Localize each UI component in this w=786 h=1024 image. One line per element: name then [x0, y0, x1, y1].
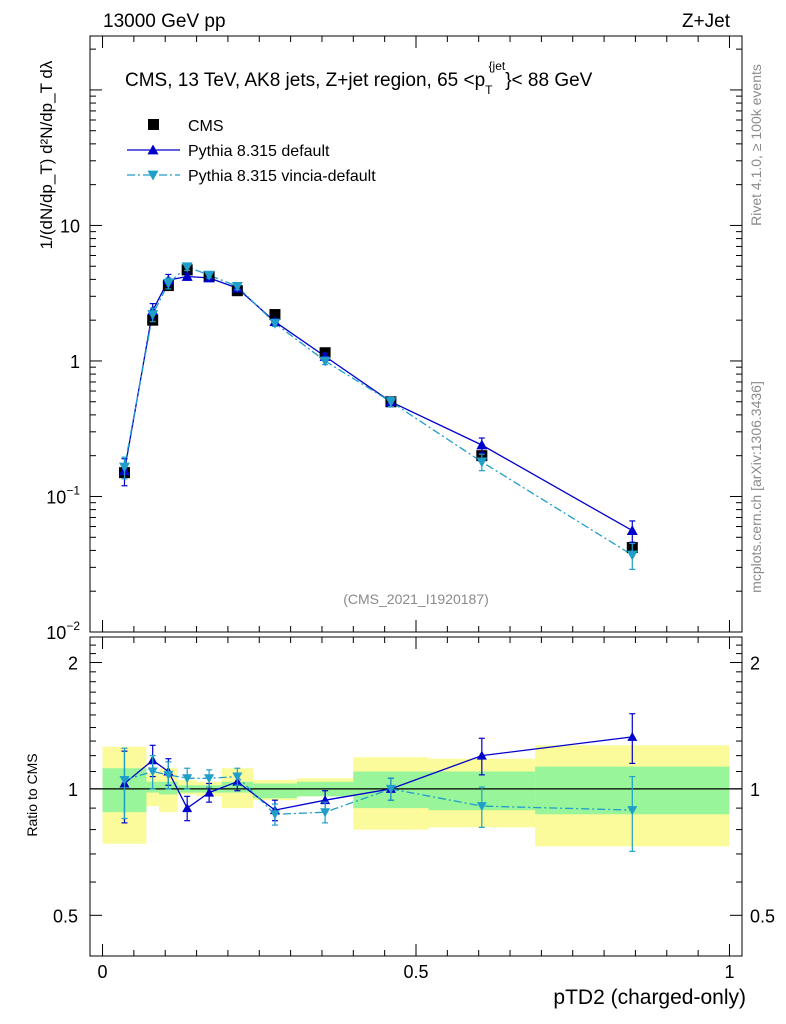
- data-point-vincia: [476, 457, 488, 468]
- rivet-version-label: Rivet 4.1.0, ≥ 100k events: [748, 64, 764, 226]
- data-point-default: [181, 271, 193, 281]
- y-tick-label-ratio: 2: [68, 653, 78, 673]
- legend-marker-vincia: [147, 170, 159, 181]
- y-tick-label-ratio-right: 1: [750, 780, 760, 800]
- data-point-vincia: [203, 270, 215, 281]
- y-tick-label-ratio-right: 0.5: [750, 906, 775, 926]
- x-tick-label: 0.5: [403, 962, 428, 982]
- chart-title: CMS, 13 TeV, AK8 jets, Z+jet region, 65 …: [125, 59, 593, 97]
- svg-text:1/(dN/dp_T) d²N/dp_T dλ: 1/(dN/dp_T) d²N/dp_T dλ: [37, 60, 56, 249]
- main-plot-frame: [89, 35, 743, 633]
- y-tick-label-main: 10: [60, 216, 80, 236]
- ratio-point-default: [182, 803, 193, 813]
- y-tick-label-main: 1: [70, 352, 80, 372]
- data-point-vincia: [181, 262, 193, 273]
- ratio-point-vincia: [269, 810, 280, 820]
- y-tick-label-main: 10−2: [46, 619, 80, 643]
- ratio-point-default: [204, 787, 215, 797]
- ratio-point-vincia: [232, 772, 243, 782]
- y-axis-label-ratio: Ratio to CMS: [24, 753, 40, 836]
- data-point-vincia: [147, 310, 159, 321]
- ratio-point-vincia: [119, 775, 130, 785]
- ratio-point-vincia: [204, 774, 215, 784]
- x-axis-label: pTD2 (charged-only): [553, 986, 746, 1009]
- data-point-vincia: [626, 550, 638, 561]
- ratio-band-inner: [253, 783, 297, 799]
- x-tick-label: 0: [98, 962, 108, 982]
- data-point-vincia: [118, 462, 130, 473]
- y-tick-label-ratio: 0.5: [53, 906, 78, 926]
- series-line-default: [123, 275, 633, 532]
- header-left: 13000 GeV pp: [103, 11, 226, 32]
- data-point-vincia: [385, 397, 397, 408]
- ratio-plot-frame: [89, 636, 743, 957]
- y-axis-label-main: 1/(dN/dp_T) d²N/dp_T dλ: [37, 60, 56, 249]
- ratio-point-vincia: [476, 802, 487, 812]
- data-point-vincia: [231, 281, 243, 292]
- series-lines: [123, 266, 633, 815]
- header-right: Z+Jet: [682, 11, 731, 32]
- ratio-point-vincia: [147, 767, 158, 777]
- series-line-vincia: [123, 266, 633, 556]
- title-sub: T: [485, 83, 493, 97]
- mcplots-label: mcplots.cern.ch [arXiv:1306.3436]: [748, 381, 764, 593]
- legend-label-default: Pythia 8.315 default: [188, 143, 330, 160]
- plot-frames: [89, 35, 743, 957]
- axis-ticks: [90, 36, 742, 957]
- legend-marker-default: [147, 144, 159, 155]
- y-tick-label-ratio-right: 2: [750, 653, 760, 673]
- ratio-point-default: [476, 750, 487, 760]
- title-sup: {jet: [489, 59, 506, 73]
- series-markers: [118, 119, 638, 852]
- ratio-point-vincia: [320, 808, 331, 818]
- title-tail: }< 88 GeV: [505, 70, 592, 91]
- legend-label-cms: CMS: [188, 118, 224, 135]
- tick-labels: 0 0.5 1 10−2 10−1 1 10 0.5 0.5 1 1 2 2: [46, 216, 775, 982]
- legend-marker-cms: [148, 119, 159, 130]
- data-point-vincia: [162, 278, 174, 289]
- x-tick-label: 1: [724, 962, 734, 982]
- title-main: CMS, 13 TeV, AK8 jets, Z+jet region, 65 …: [125, 70, 485, 91]
- data-point-cms: [269, 309, 281, 321]
- ratio-point-vincia: [385, 784, 396, 794]
- y-label-text: 1/(dN/dp_T) d²N/dp_T dλ: [37, 60, 56, 249]
- ratio-point-vincia: [163, 770, 174, 780]
- data-point-default: [626, 525, 638, 536]
- ratio-point-default: [627, 731, 638, 741]
- data-point-vincia: [269, 318, 281, 329]
- data-point-vincia: [319, 356, 331, 367]
- analysis-id: (CMS_2021_I1920187): [343, 591, 489, 607]
- ratio-point-vincia: [627, 806, 638, 816]
- legend-label-vincia: Pythia 8.315 vincia-default: [188, 168, 376, 185]
- ratio-point-vincia: [182, 774, 193, 784]
- data-point-default: [476, 439, 488, 450]
- y-tick-label-main: 10−1: [46, 483, 80, 507]
- y-tick-label-ratio: 1: [68, 780, 78, 800]
